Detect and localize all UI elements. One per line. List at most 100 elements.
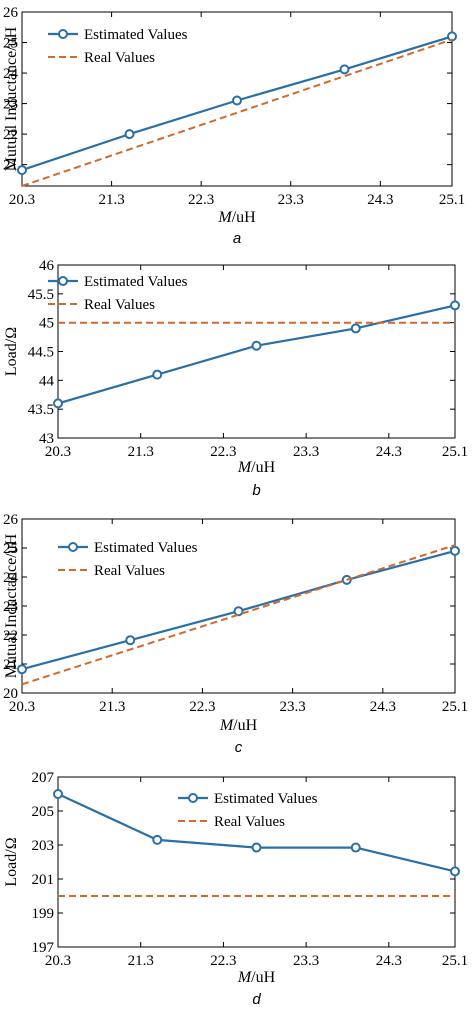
chart-d-x-tick-label: 21.3 [128,953,154,969]
chart-a-plot-frame [21,11,453,187]
chart-b-x-tick-label: 25.1 [442,444,468,460]
chart-d-legend-marker [188,793,198,803]
chart-a-estimated-point [124,129,135,140]
chart-d-estimated-point [450,866,460,877]
chart-d-estimated-point [350,842,361,853]
chart-d-legend-label-estimated: Estimated Values [214,791,318,807]
chart-c-x-axis-label-symbol: M [219,717,235,734]
chart-d-x-axis-label: M/uH [237,969,276,986]
chart-c-x-tick-label: 20.3 [9,699,35,715]
chart-d-x-tick-label: 22.3 [210,953,236,969]
chart-d-y-tick-label: 203 [32,838,55,854]
chart-a-x-tick-label: 25.1 [439,192,465,208]
chart-a-legend-label-real: Real Values [84,50,155,66]
chart-d-x-tick-label: 23.3 [293,953,319,969]
chart-a-legend-marker [58,29,68,39]
chart-b-x-axis-label-symbol: M [237,459,253,476]
chart-b-legend-label-estimated: Estimated Values [84,274,188,290]
chart-d-estimated-point [152,834,163,845]
chart-b-caption: b [252,482,260,499]
chart-a-y-tick-label: 24 [3,66,19,82]
chart-c-y-tick-label: 26 [3,512,19,528]
chart-b-y-tick-label: 44.5 [28,345,54,361]
chart-a-y-tick-label: 25 [3,36,18,52]
chart-a-estimated-point [447,31,457,42]
chart-c-series-real-line [21,544,456,686]
chart-d-y-tick-label: 205 [32,804,55,820]
chart-d-y-tick-label: 201 [32,872,55,888]
chart-a-y-axis-label: Mutual Inductance/uH [3,26,20,171]
chart-c-caption: c [235,739,243,756]
chart-a-estimated-point [339,64,350,75]
chart-b-x-tick-label: 23.3 [293,444,319,460]
chart-b: 20.3 21.3 22.3 23.3 24.3 25.1 43 43.5 44 44.5 45 45… [3,258,468,499]
chart-a-x-tick-label: 21.3 [98,192,124,208]
chart-c-y-axis-label: Mutual Inductance/uH [3,533,20,678]
chart-c-estimated-point [450,545,460,556]
chart-c-estimated-point [233,606,244,617]
chart-a-x-axis-label-unit: /uH [232,209,256,226]
chart-b-legend-label-real: Real Values [84,297,155,313]
chart-b-x-tick-label: 20.3 [45,444,71,460]
chart-a-y-tick-label: 21 [3,158,18,174]
chart-d-x-tick-label: 24.3 [376,953,402,969]
chart-a-x-tick-label: 24.3 [367,192,393,208]
chart-d-caption: d [252,991,261,1008]
chart-b-x-tick-label: 21.3 [128,444,154,460]
chart-c-x-tick-label: 23.3 [280,699,306,715]
chart-b-y-axis-label: Load/Ω [3,327,20,376]
chart-b-estimated-point [53,398,63,409]
chart-c: 20.3 21.3 22.3 23.3 24.3 25.1 20 21 22 23 24 25 26 Mu… [3,512,468,756]
chart-c-estimated-point [17,664,27,675]
chart-a-y-tick-label: 23 [3,97,18,113]
chart-b-series-estimated-line [57,304,456,405]
chart-b-x-axis-label-unit: /uH [251,459,275,476]
chart-c-x-axis-label: M/uH [219,717,258,734]
chart-b-x-tick-label: 22.3 [210,444,236,460]
chart-a-caption: a [233,230,241,247]
chart-d-legend-label-real: Real Values [214,814,285,830]
chart-d-plot-frame [57,776,456,948]
chart-b-plot-frame [57,264,456,439]
chart-b-estimated-point [350,323,361,334]
chart-c-legend-label-estimated: Estimated Values [94,540,198,556]
chart-c-x-axis-label-unit: /uH [233,717,257,734]
chart-c-plot-frame [21,518,456,694]
chart-b-legend-marker [58,276,68,286]
chart-panel-d: 20.3 21.3 22.3 23.3 24.3 25.1 197 199 201 203 205 2… [0,760,474,1014]
chart-b-y-tick-label: 43 [39,431,54,447]
chart-d-estimated-point [53,789,63,799]
chart-c-legend-label-real: Real Values [94,563,165,579]
chart-panel-a: 20.3 21.3 22.3 23.3 24.3 25.1 21 22 23 24 25 26 Mutu… [0,0,474,250]
chart-a-x-tick-label: 20.3 [9,192,35,208]
chart-d-y-tick-label: 207 [32,770,55,786]
chart-c-x-tick-label: 25.1 [442,699,468,715]
chart-c-estimated-point [125,635,136,646]
chart-c-legend-marker [68,542,78,552]
chart-c-y-tick-label: 24 [3,570,19,586]
chart-b-y-tick-label: 45 [39,316,54,332]
chart-b-x-tick-label: 24.3 [376,444,402,460]
chart-a-x-tick-label: 22.3 [188,192,214,208]
chart-d-y-axis-label: Load/Ω [3,837,20,886]
chart-a-x-axis-label-symbol: M [217,209,233,226]
chart-d-y-tick-label: 197 [32,940,55,956]
chart-c-y-tick-label: 25 [3,541,18,557]
chart-c-x-tick-label: 21.3 [99,699,125,715]
chart-b-y-tick-label: 45.5 [28,287,54,303]
chart-a-x-tick-label: 23.3 [278,192,304,208]
chart-c-y-tick-label: 21 [3,657,18,673]
chart-a-y-tick-label: 22 [3,127,18,143]
chart-b-estimated-point [152,369,163,380]
chart-d: 20.3 21.3 22.3 23.3 24.3 25.1 197 199 201 203 205 2… [3,770,468,1008]
chart-a-y-tick-label: 26 [3,5,19,21]
chart-d-x-axis-label-symbol: M [237,969,253,986]
chart-a: 20.3 21.3 22.3 23.3 24.3 25.1 21 22 23 24 25 26 Mutu… [3,5,465,247]
chart-d-x-axis-label-unit: /uH [251,969,275,986]
chart-d-y-tick-label: 199 [32,906,55,922]
chart-c-y-tick-label: 20 [3,686,18,702]
chart-b-x-axis-label: M/uH [237,459,276,476]
chart-panel-c: 20.3 21.3 22.3 23.3 24.3 25.1 20 21 22 23 24 25 26 Mu… [0,505,474,760]
chart-c-y-tick-label: 23 [3,599,18,615]
chart-c-x-tick-label: 22.3 [189,699,215,715]
